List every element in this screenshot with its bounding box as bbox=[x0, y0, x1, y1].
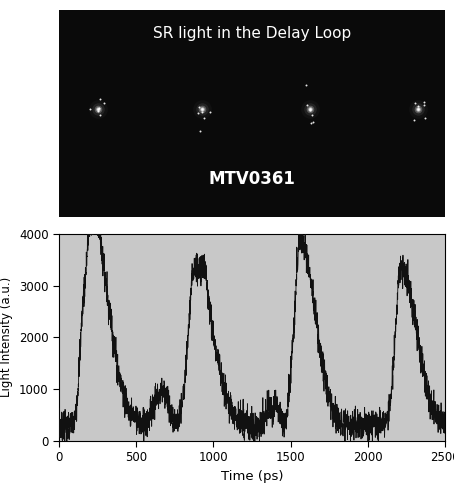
Y-axis label: Light Intensity (a.u.): Light Intensity (a.u.) bbox=[0, 277, 14, 397]
Point bbox=[415, 105, 422, 113]
Point bbox=[95, 104, 103, 112]
Point bbox=[306, 105, 314, 113]
Point bbox=[415, 105, 422, 113]
Point bbox=[94, 105, 101, 113]
Point bbox=[420, 101, 428, 109]
Point bbox=[96, 96, 103, 103]
Point bbox=[94, 105, 101, 113]
Point bbox=[87, 105, 94, 113]
Point bbox=[308, 111, 316, 119]
Point bbox=[94, 105, 101, 113]
Point bbox=[100, 99, 108, 107]
Point bbox=[303, 101, 311, 109]
Point bbox=[198, 105, 206, 113]
Point bbox=[94, 107, 101, 115]
Point bbox=[200, 114, 207, 122]
Point bbox=[94, 105, 101, 113]
Point bbox=[198, 105, 206, 113]
Point bbox=[411, 99, 418, 107]
Point bbox=[198, 105, 206, 113]
Point bbox=[415, 105, 422, 113]
Point bbox=[97, 111, 104, 119]
Point bbox=[414, 101, 421, 109]
Point bbox=[306, 105, 314, 113]
Text: MTV0361: MTV0361 bbox=[208, 170, 296, 188]
Point bbox=[302, 81, 310, 89]
Point bbox=[198, 105, 206, 113]
Point bbox=[420, 98, 428, 106]
Point bbox=[306, 106, 314, 114]
Point bbox=[198, 108, 205, 116]
X-axis label: Time (ps): Time (ps) bbox=[221, 470, 283, 483]
Point bbox=[310, 118, 317, 126]
Text: SR light in the Delay Loop: SR light in the Delay Loop bbox=[153, 26, 351, 41]
Point bbox=[415, 105, 422, 113]
Point bbox=[194, 109, 201, 117]
Point bbox=[206, 108, 213, 116]
Point bbox=[410, 116, 418, 123]
Point bbox=[306, 105, 314, 113]
Point bbox=[94, 105, 101, 113]
Point bbox=[306, 105, 314, 113]
Point bbox=[307, 120, 315, 127]
Point bbox=[415, 105, 422, 113]
Point bbox=[421, 114, 429, 122]
Point bbox=[198, 105, 206, 113]
Point bbox=[196, 127, 203, 135]
Point bbox=[306, 105, 314, 113]
Point bbox=[196, 103, 203, 111]
